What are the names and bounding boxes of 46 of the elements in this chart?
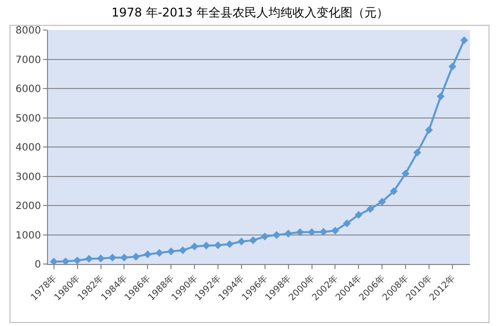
point	[378, 198, 386, 206]
point	[284, 230, 292, 238]
point	[413, 148, 422, 156]
point	[214, 241, 222, 250]
point	[436, 92, 445, 100]
point	[320, 228, 328, 236]
point	[249, 236, 258, 244]
point	[260, 232, 269, 240]
point	[85, 254, 93, 263]
point	[402, 170, 410, 178]
point	[354, 210, 363, 219]
point	[390, 187, 398, 196]
point	[108, 254, 116, 262]
point	[226, 240, 234, 248]
point	[343, 219, 351, 228]
point	[120, 254, 128, 262]
y-tick-label: 0	[34, 260, 41, 270]
point	[202, 242, 210, 250]
point	[73, 256, 82, 264]
point	[96, 254, 105, 262]
point	[296, 228, 304, 236]
point	[62, 257, 70, 266]
point	[167, 248, 175, 256]
point	[308, 228, 316, 236]
y-tick-label: 4000	[16, 142, 41, 154]
point	[331, 226, 340, 235]
point	[190, 242, 198, 250]
y-tick-label: 2000	[16, 201, 41, 212]
y-tick-label: 1000	[16, 230, 41, 242]
y-tick-label: 7000	[16, 54, 41, 66]
chart-title: 1978 年-2013 年全县农民人均纯收入变化图（元）	[111, 6, 389, 20]
point	[132, 252, 140, 261]
point	[238, 238, 246, 246]
point	[144, 250, 152, 258]
point	[50, 258, 58, 266]
point	[155, 248, 164, 257]
point	[460, 36, 468, 44]
point	[178, 246, 187, 254]
y-tick-label: 8000	[16, 26, 41, 36]
y-tick-label: 3000	[16, 172, 41, 183]
y-tick-label: 5000	[16, 113, 41, 124]
point	[425, 126, 433, 134]
y-tick-label: 6000	[16, 84, 41, 95]
point	[272, 231, 280, 239]
point	[448, 62, 456, 70]
point	[366, 205, 374, 213]
